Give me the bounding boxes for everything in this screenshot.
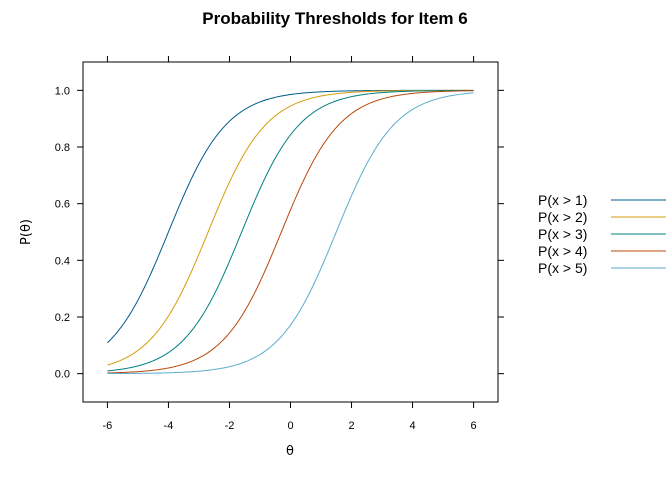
- axis-ticks: -6 -4 -2 0 2 4 6 0.0 0.2 0.4 0.6 0.8 1.0: [55, 56, 504, 432]
- x-tick-label: 2: [348, 420, 354, 432]
- x-tick-label: -4: [164, 420, 174, 432]
- series-line-4: [107, 90, 474, 374]
- x-tick-label: 6: [471, 420, 477, 432]
- plot-frame: [82, 61, 499, 403]
- legend-label-1: P(x > 1): [538, 192, 587, 208]
- legend-label-2: P(x > 2): [538, 209, 587, 225]
- y-tick-label: 0.4: [55, 255, 70, 267]
- series-line-3: [107, 89, 474, 372]
- y-tick-label: 0.2: [55, 312, 70, 324]
- series-line-1: [107, 89, 474, 344]
- legend-label-3: P(x > 3): [538, 226, 587, 242]
- curves: [107, 89, 474, 375]
- x-tick-label: -6: [103, 420, 113, 432]
- y-tick-label: 0.8: [55, 142, 70, 154]
- chart-title: Probability Thresholds for Item 6: [202, 9, 467, 28]
- x-tick-label: -2: [225, 420, 235, 432]
- x-tick-label: 0: [287, 420, 293, 432]
- y-tick-label: 0.6: [55, 199, 70, 211]
- y-tick-label: 0.0: [55, 369, 70, 381]
- legend-label-4: P(x > 4): [538, 243, 587, 259]
- y-tick-label: 1.0: [55, 85, 70, 97]
- x-tick-label: 4: [409, 420, 415, 432]
- legend: P(x > 1)P(x > 2)P(x > 3)P(x > 4)P(x > 5): [538, 192, 666, 276]
- series-line-5: [107, 92, 474, 375]
- legend-label-5: P(x > 5): [538, 260, 587, 276]
- x-axis-label: θ: [286, 444, 294, 459]
- y-axis-label: P(θ): [19, 219, 34, 245]
- series-line-2: [107, 89, 474, 366]
